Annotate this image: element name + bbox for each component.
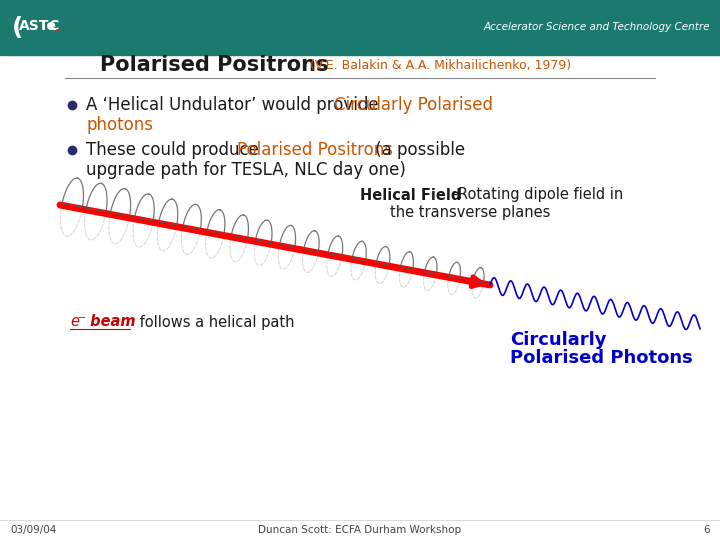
Text: C: C xyxy=(48,18,58,32)
Text: Polarised Photons: Polarised Photons xyxy=(510,349,693,367)
Text: Duncan Scott: ECFA Durham Workshop: Duncan Scott: ECFA Durham Workshop xyxy=(258,525,462,535)
Text: e: e xyxy=(70,314,79,329)
Text: (a possible: (a possible xyxy=(370,141,465,159)
Text: -Rotating dipole field in: -Rotating dipole field in xyxy=(448,187,624,202)
Text: A ‘Helical Undulator’ would provide: A ‘Helical Undulator’ would provide xyxy=(86,96,384,114)
Text: Circularly: Circularly xyxy=(510,331,606,349)
Text: 03/09/04: 03/09/04 xyxy=(10,525,56,535)
Text: Accelerator Science and Technology Centre: Accelerator Science and Technology Centr… xyxy=(484,23,710,32)
Text: These could produce: These could produce xyxy=(86,141,264,159)
Text: photons: photons xyxy=(86,116,153,134)
Text: beam: beam xyxy=(85,314,135,329)
Text: follows a helical path: follows a helical path xyxy=(135,314,294,329)
Text: (V.E. Balakin & A.A. Mikhailichenko, 1979): (V.E. Balakin & A.A. Mikhailichenko, 197… xyxy=(310,58,571,71)
Text: −: − xyxy=(78,313,86,323)
Text: the transverse planes: the transverse planes xyxy=(390,205,550,219)
Text: .: . xyxy=(55,22,60,36)
Text: Circularly Polarised: Circularly Polarised xyxy=(334,96,493,114)
Text: (: ( xyxy=(12,16,23,39)
Text: Polarised Positrons: Polarised Positrons xyxy=(100,55,328,75)
Bar xyxy=(0,0,720,55)
Text: ASTe: ASTe xyxy=(19,18,57,32)
Text: upgrade path for TESLA, NLC day one): upgrade path for TESLA, NLC day one) xyxy=(86,161,406,179)
Text: 6: 6 xyxy=(703,525,710,535)
Text: Polarised Positrons: Polarised Positrons xyxy=(237,141,393,159)
Text: Helical Field: Helical Field xyxy=(360,187,462,202)
